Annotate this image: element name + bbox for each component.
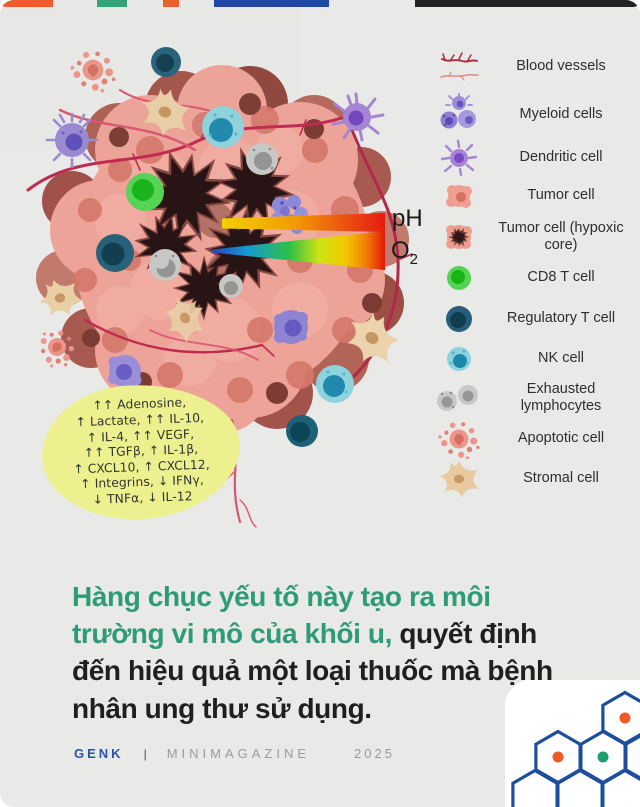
legend-row-regulatory-t-cell: Regulatory T cell <box>428 297 632 340</box>
dendritic-cell-icon <box>428 139 490 177</box>
hex-dot-orange <box>619 712 631 724</box>
legend-row-dendritic-cell: Dendritic cell <box>428 139 632 177</box>
top-bar-orange-small <box>163 0 179 7</box>
hex-dot-orange <box>552 751 564 763</box>
blood-vessels-icon <box>428 47 490 87</box>
footer-separator: | <box>143 746 147 761</box>
regulatory-t-cell-icon <box>428 300 490 338</box>
legend-label: CD8 T cell <box>527 269 595 286</box>
caption-highlight: Hàng chục yếu tố này tạo ra môi trường v… <box>72 581 491 650</box>
legend-row-myeloid-cells: Myeloid cells <box>428 90 632 139</box>
legend-row-tumor-cell: Tumor cell <box>428 177 632 215</box>
legend-label: Myeloid cells <box>519 105 603 122</box>
top-bar-green <box>97 0 127 7</box>
caption-rest: quyết định đến hiệu quả một loại thuốc m… <box>72 618 553 724</box>
o2-gradient-arrow <box>212 231 385 270</box>
hexagon-outlines <box>511 690 640 807</box>
exhausted-lymphocytes-icon <box>428 379 490 417</box>
legend-label: Apoptotic cell <box>517 430 605 447</box>
top-bar-blue <box>214 0 329 7</box>
factor-line: ↓ TNFα, ↓ IL-12 <box>92 489 193 507</box>
stromal-cell-icon <box>428 459 490 499</box>
apoptotic-cell-icon <box>428 419 490 459</box>
exhausted-lymphocytes-cells <box>149 143 278 298</box>
footer: GENK | MINIMAGAZINE 2025 <box>74 746 395 761</box>
legend-row-nk-cell: NK cell <box>428 340 632 377</box>
caption-paragraph: Hàng chục yếu tố này tạo ra môi trường v… <box>72 578 588 727</box>
legend-row-stromal-cell: Stromal cell <box>428 459 632 499</box>
legend-row-blood-vessels: Blood vessels <box>428 44 632 90</box>
brand-genk: GENK <box>74 746 124 761</box>
legend-label: Stromal cell <box>523 470 599 487</box>
myeloid-cells-icon <box>428 92 490 137</box>
ph-label: pH <box>392 205 423 232</box>
legend-row-tumor-cell-hypoxic: Tumor cell (hypoxic core) <box>428 215 632 259</box>
legend-label: Blood vessels <box>516 58 606 75</box>
legend-label: Dendritic cell <box>519 149 603 166</box>
footer-magazine: MINIMAGAZINE <box>166 746 311 761</box>
top-bar-orange <box>0 0 53 7</box>
hexagon-pattern <box>511 690 640 807</box>
legend-label: Exhausted lymphocytes <box>520 380 602 414</box>
tumor-cell-icon <box>428 177 490 215</box>
myeloid-cell-bottom-left <box>108 355 142 387</box>
ph-gradient-arrow <box>222 213 385 232</box>
footer-year: 2025 <box>354 746 395 761</box>
hexagon-corner-tile <box>505 680 640 807</box>
legend-label: Tumor cell (hypoxic core) <box>498 219 624 253</box>
nk-cell-icon <box>428 341 490 377</box>
legend-label: Tumor cell <box>527 187 595 204</box>
legend-row-cd8-t-cell: CD8 T cell <box>428 259 632 297</box>
tumor-cell-hypoxic-icon <box>428 217 490 257</box>
myeloid-cell-left <box>45 112 99 169</box>
legend-row-exhausted-lymphocytes: Exhausted lymphocytes <box>428 377 632 419</box>
cd8-t-cell <box>126 173 164 211</box>
top-bar-black <box>415 0 640 7</box>
myeloid-cell-bottom-center <box>274 310 308 344</box>
dendritic-cell-right <box>331 92 385 142</box>
legend-label: Regulatory T cell <box>506 309 616 326</box>
legend-label: NK cell <box>538 349 584 366</box>
hex-dot-green <box>597 751 609 763</box>
o2-label: O2 <box>391 237 419 268</box>
cd8-t-cell-icon <box>428 260 490 296</box>
legend-row-apoptotic-cell: Apoptotic cell <box>428 419 632 459</box>
legend: Blood vessels Myeloid cells <box>428 44 632 499</box>
